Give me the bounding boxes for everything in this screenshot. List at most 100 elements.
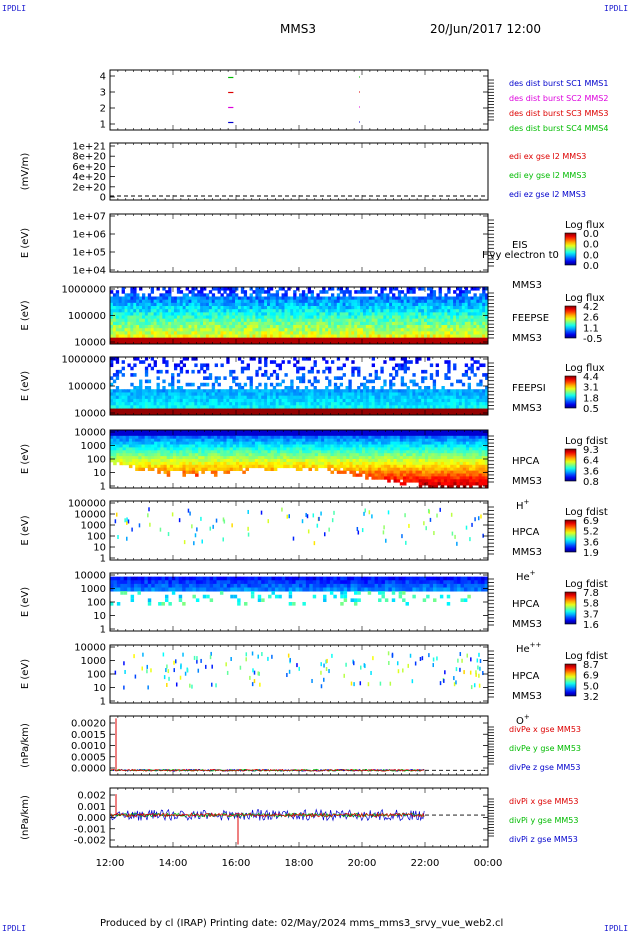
spectrogram-cell <box>252 302 256 307</box>
spectrogram-cell <box>210 459 215 463</box>
spectrogram-cell <box>275 290 280 294</box>
spectrogram-cell <box>182 408 186 413</box>
spectrogram-cell <box>130 309 134 313</box>
feepsi-colorbar-tick: 1.8 <box>583 393 599 404</box>
spectrogram-cell <box>275 411 280 416</box>
spectrogram-cell <box>163 438 168 442</box>
spectrogram-cell <box>240 398 245 403</box>
spectrogram-cell <box>456 321 460 326</box>
spectrogram-cell <box>456 315 460 320</box>
spectrogram-cell <box>400 382 405 387</box>
spectrogram-cell <box>220 315 224 320</box>
spectrogram-cell <box>299 405 303 409</box>
spectrogram-cell <box>144 447 149 451</box>
spectrogram-cell <box>204 467 209 471</box>
spectrogram-cell <box>214 392 218 397</box>
spectrogram-cell <box>182 405 186 409</box>
spectrogram-cell <box>252 315 256 320</box>
spectrogram-cell <box>354 389 358 393</box>
spectrogram-cell <box>264 402 268 406</box>
spectrogram-cell <box>456 318 460 323</box>
spectrogram-cell <box>333 386 338 390</box>
spectrogram-cell <box>130 293 134 297</box>
spectrogram-cell <box>226 450 231 454</box>
spectrogram-cell <box>194 402 198 406</box>
spectrogram-cell <box>264 312 268 316</box>
spectrogram-cell <box>165 408 169 413</box>
spectrogram-cell <box>450 411 454 416</box>
spectrogram-cell <box>141 340 146 345</box>
spectrogram-cell <box>365 309 370 313</box>
spectrogram-cell <box>426 337 431 342</box>
spectrogram-cell <box>197 369 201 374</box>
feepse-label: FEEPSE <box>512 313 549 324</box>
spectrogram-cell <box>447 309 451 313</box>
spectrogram-cell <box>435 306 439 310</box>
spectrogram-cell <box>121 315 125 320</box>
spectrogram-cell <box>432 402 437 406</box>
spectrogram-cell <box>275 395 280 400</box>
spectrogram-cell <box>124 318 128 323</box>
spectrogram-cell <box>273 464 278 469</box>
spectrogram-cell <box>316 325 320 329</box>
spectrogram-cell <box>479 405 483 409</box>
burst-y-tick-label: 1 <box>100 120 106 131</box>
spectrogram-cell <box>201 435 205 440</box>
feepse-y-axis-label: E (eV) <box>20 300 31 330</box>
spectrogram-cell <box>281 325 285 329</box>
spectrogram-cell <box>176 287 181 291</box>
spectrogram-cell <box>191 461 196 466</box>
spectrogram-cell <box>169 435 174 440</box>
spectrogram-cell <box>377 389 381 393</box>
spectrogram-cell <box>342 299 346 304</box>
spectrogram-cell <box>182 340 186 345</box>
spectrogram-cell <box>435 411 439 416</box>
spectrogram-cell <box>133 315 137 320</box>
spectrogram-cell <box>400 395 405 400</box>
spectrogram-cell <box>240 405 245 409</box>
spectrogram-cell <box>255 312 259 316</box>
spectrogram-cell <box>389 306 393 310</box>
spectrogram-cell <box>197 318 201 323</box>
spectrogram-cell <box>456 302 460 307</box>
spectrogram-cell <box>136 318 140 323</box>
spectrogram-cell <box>299 299 303 304</box>
spectrogram-cell <box>269 373 274 377</box>
spectrogram-cell <box>258 360 262 364</box>
spectrogram-cell <box>267 290 271 294</box>
spectrogram-cell <box>284 373 288 377</box>
spectrogram-cell <box>301 357 306 361</box>
spectrogram-cell <box>156 328 160 332</box>
spectrogram-cell <box>194 398 198 403</box>
spectrogram-cell <box>176 453 180 457</box>
spectrogram-cell <box>467 389 471 393</box>
spectrogram-cell <box>207 461 212 466</box>
spectrogram-cell <box>147 325 152 329</box>
spectrogram-cell <box>195 459 199 463</box>
spectrogram-cell <box>371 392 375 397</box>
spectrogram-cell <box>351 296 355 301</box>
spectrogram-cell <box>119 461 123 466</box>
spectrogram-cell <box>191 453 196 457</box>
spectrogram-cell <box>159 325 163 329</box>
spectrogram-cell <box>325 309 329 313</box>
spectrogram-cell <box>330 306 335 310</box>
spectrogram-cell <box>211 334 216 339</box>
spectrogram-cell <box>371 328 375 332</box>
spectrogram-cell <box>424 402 428 406</box>
spectrogram-cell <box>412 373 416 377</box>
spectrogram-cell <box>195 450 199 454</box>
spectrogram-cell <box>444 293 448 297</box>
spectrogram-cell <box>470 331 474 335</box>
spectrogram-cell <box>368 328 373 332</box>
spectrogram-cell <box>371 405 375 409</box>
spectrogram-cell <box>365 398 370 403</box>
spectrogram-cell <box>217 299 221 304</box>
spectrogram-cell <box>409 309 413 313</box>
spectrogram-cell <box>438 309 442 313</box>
spectrogram-cell <box>453 312 457 316</box>
spectrogram-cell <box>220 459 224 463</box>
spectrogram-cell <box>156 376 160 380</box>
spectrogram-cell <box>380 411 384 416</box>
spectrogram-cell <box>188 290 192 294</box>
